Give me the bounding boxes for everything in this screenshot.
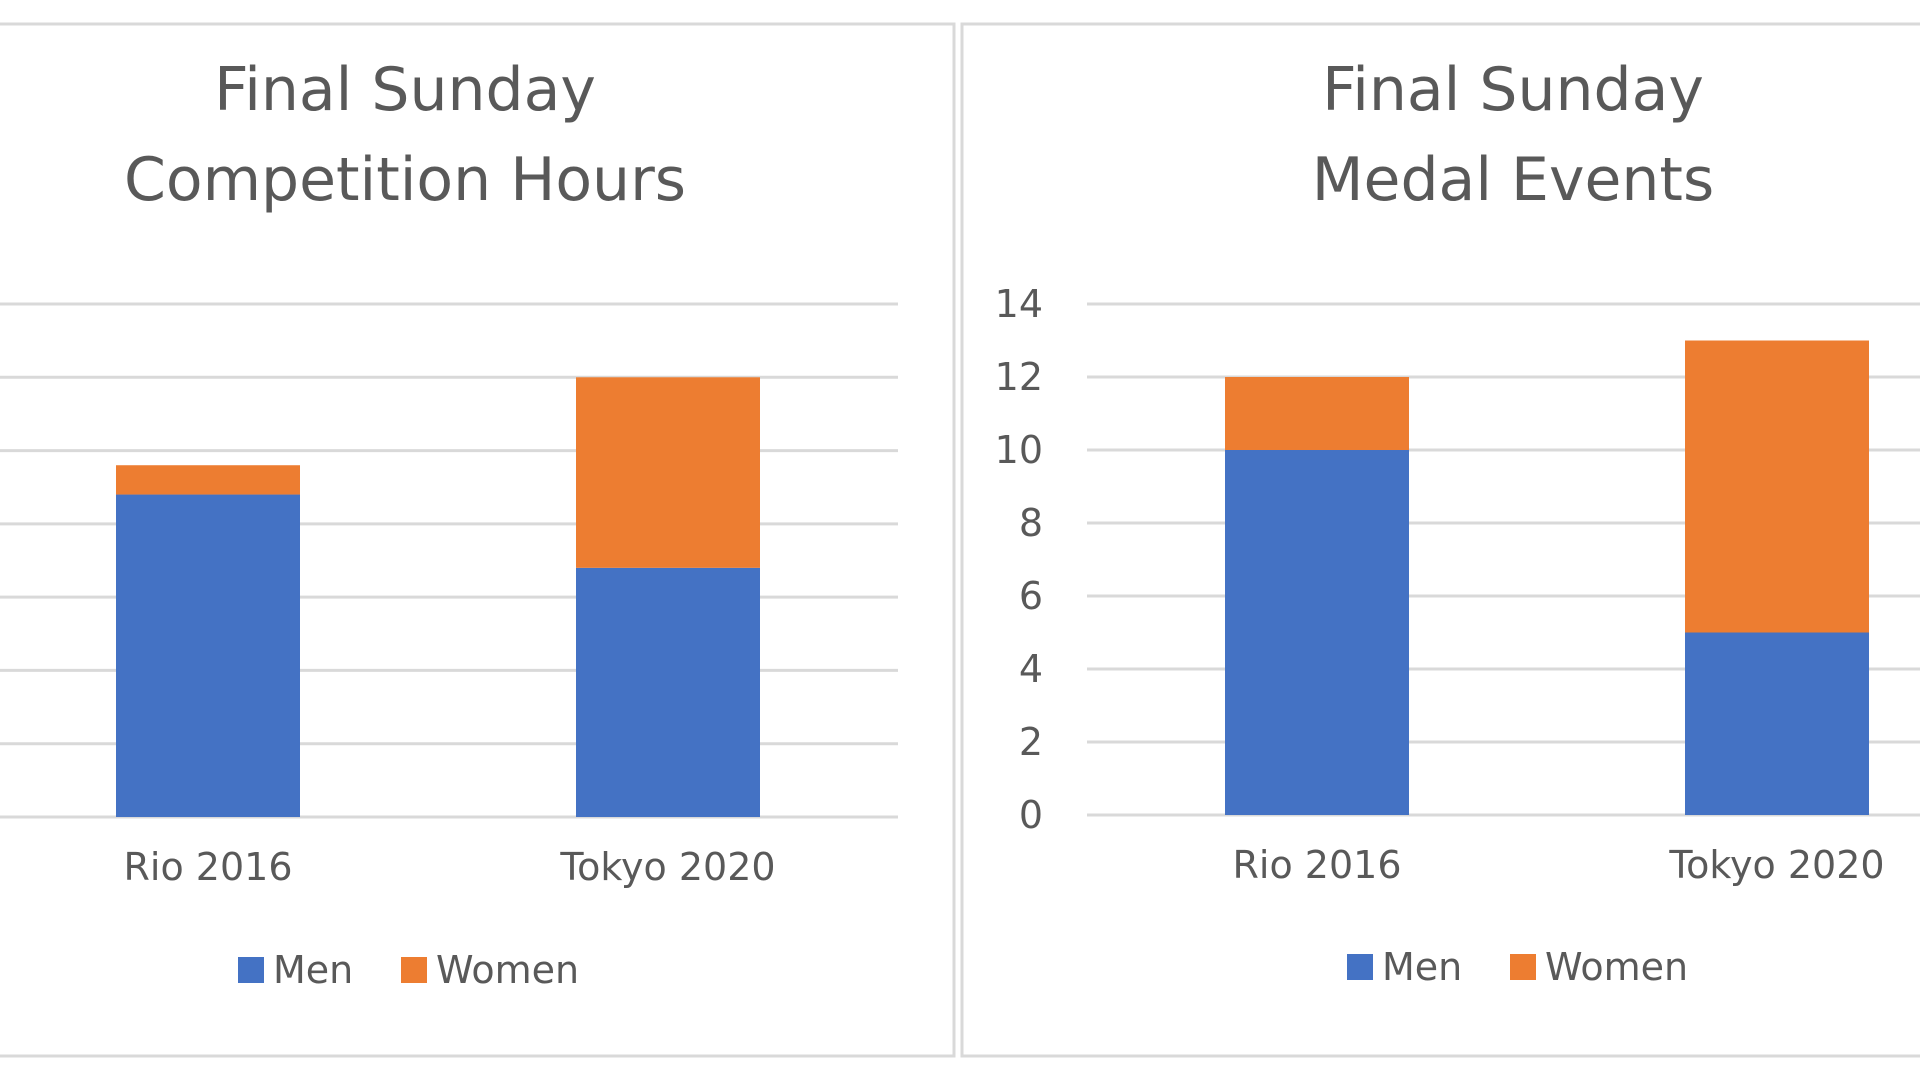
right-bar-men-rio-2016 bbox=[1225, 450, 1409, 815]
right-y-tick-label-12: 12 bbox=[995, 355, 1043, 399]
left-category-label-tokyo-2020: Tokyo 2020 bbox=[559, 845, 775, 889]
left-bar-men-tokyo-2020 bbox=[576, 567, 760, 817]
right-y-tick-label-8: 8 bbox=[1019, 501, 1043, 545]
left-chart-title-line-2: Competition Hours bbox=[124, 145, 686, 215]
right-category-label-rio-2016: Rio 2016 bbox=[1233, 843, 1402, 887]
left-legend-label-women: Women bbox=[436, 948, 579, 992]
right-legend-swatch-women bbox=[1510, 954, 1536, 980]
right-bar-women-rio-2016 bbox=[1225, 377, 1409, 450]
right-legend-label-women: Women bbox=[1545, 945, 1688, 989]
right-y-tick-label-14: 14 bbox=[995, 282, 1043, 326]
right-chart-title-line-2: Medal Events bbox=[1312, 145, 1714, 215]
right-legend-swatch-men bbox=[1347, 954, 1373, 980]
right-category-label-tokyo-2020: Tokyo 2020 bbox=[1668, 843, 1884, 887]
left-bar-women-tokyo-2020 bbox=[576, 377, 760, 568]
right-y-tick-label-6: 6 bbox=[1019, 574, 1043, 618]
left-chart-title-line-1: Final Sunday bbox=[214, 55, 596, 125]
left-chart-panel bbox=[0, 22, 956, 1058]
right-chart-panel bbox=[960, 22, 1920, 1058]
right-y-tick-label-4: 4 bbox=[1019, 647, 1043, 691]
left-legend-swatch-men bbox=[238, 957, 264, 983]
right-y-tick-label-2: 2 bbox=[1019, 720, 1043, 764]
left-legend-swatch-women bbox=[401, 957, 427, 983]
right-bar-men-tokyo-2020 bbox=[1685, 632, 1869, 815]
right-y-tick-label-0: 0 bbox=[1019, 793, 1043, 837]
right-y-tick-label-10: 10 bbox=[995, 428, 1043, 472]
left-bar-women-rio-2016 bbox=[116, 465, 300, 495]
left-category-label-rio-2016: Rio 2016 bbox=[124, 845, 293, 889]
left-bar-men-rio-2016 bbox=[116, 494, 300, 817]
left-legend-label-men: Men bbox=[273, 948, 353, 992]
right-legend-label-men: Men bbox=[1382, 945, 1462, 989]
right-chart-title-line-1: Final Sunday bbox=[1322, 55, 1704, 125]
right-bar-women-tokyo-2020 bbox=[1685, 340, 1869, 633]
